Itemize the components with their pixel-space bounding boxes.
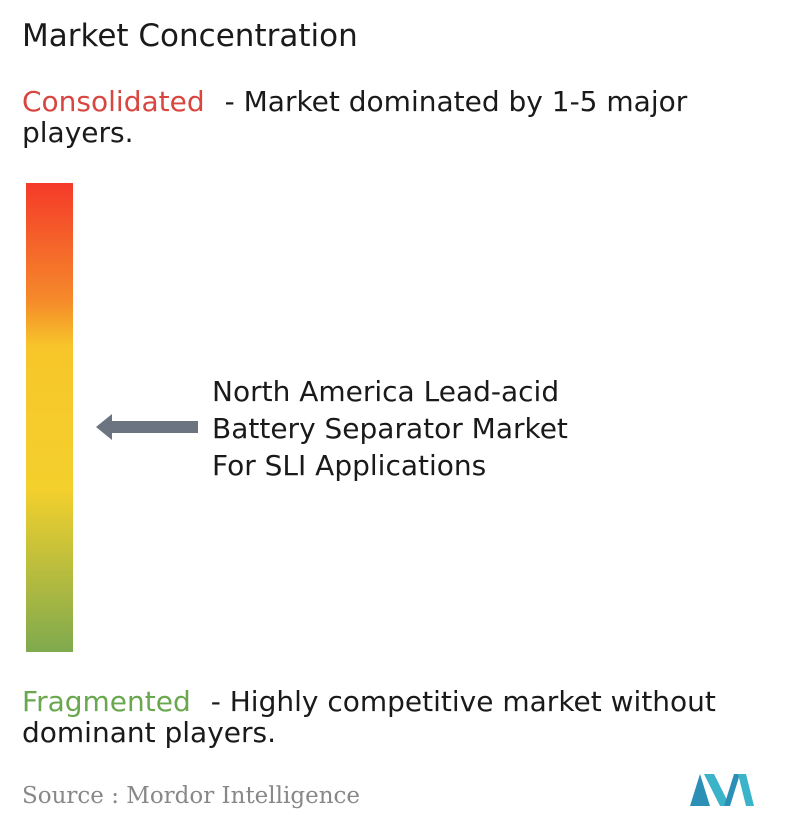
concentration-gradient-bar [26,183,73,652]
logo-part [738,774,754,806]
fragmented-label: Fragmented [22,685,191,718]
consolidated-label: Consolidated [22,85,205,118]
logo [690,774,754,806]
source: Source : Mordor Intelligence [22,783,361,809]
logo-part [724,774,740,806]
market-name: North America Lead-acid Battery Separato… [212,373,568,484]
market-line: For SLI Applications [212,449,487,482]
fragmented-legend: Fragmented - Highly competitive market wi… [22,686,792,748]
market-line: Battery Separator Market [212,412,568,445]
arrow-shape [96,414,198,440]
title: Market Concentration [22,18,358,54]
logo-part [704,774,730,806]
arrow [96,414,198,440]
consolidated-legend: Consolidated - Market dominated by 1-5 ma… [22,86,792,148]
fragmented-description: - Highly competitive market without domi… [22,685,716,749]
logo-part [690,774,710,806]
consolidated-description: - Market dominated by 1-5 major players. [22,85,688,149]
market-line: North America Lead-acid [212,375,560,408]
